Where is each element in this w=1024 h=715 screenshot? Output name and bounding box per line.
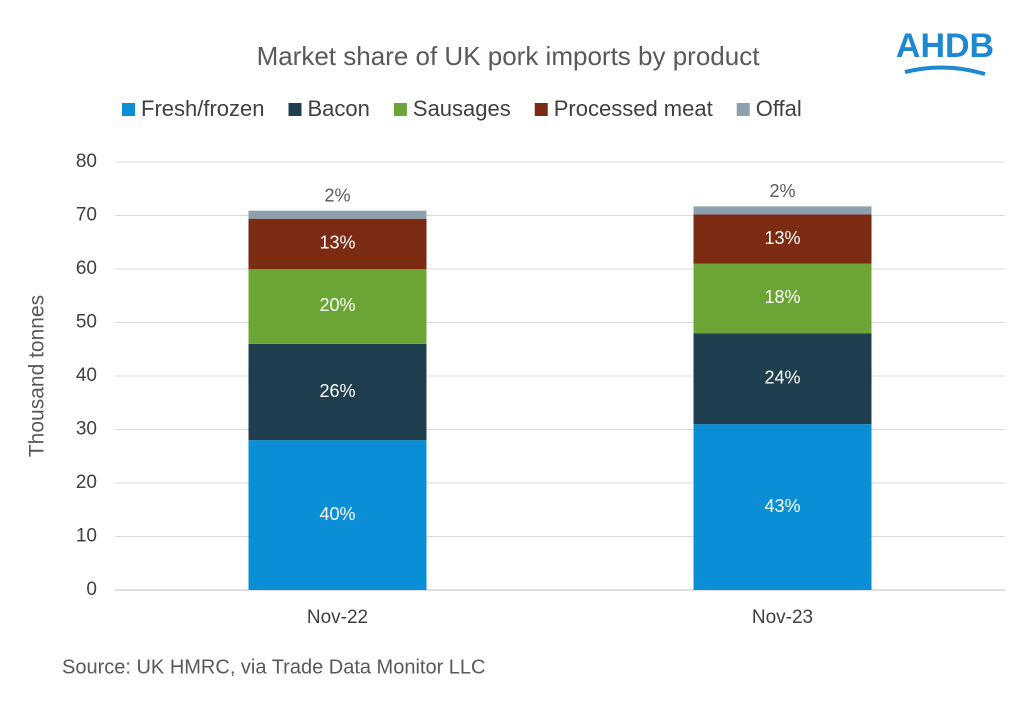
x-tick-label: Nov-22 xyxy=(307,607,368,628)
bar-segment xyxy=(248,210,427,219)
y-tick-label: 70 xyxy=(76,205,97,226)
legend-swatch xyxy=(534,103,548,116)
x-tick-label: Nov-23 xyxy=(752,607,813,628)
bar-segment xyxy=(248,269,427,344)
legend-label: Bacon xyxy=(308,96,370,121)
chart-title: Market share of UK pork imports by produ… xyxy=(257,41,761,71)
data-label: 24% xyxy=(764,367,800,387)
y-tick-label: 40 xyxy=(76,365,97,386)
y-tick-label: 80 xyxy=(76,151,97,172)
legend-swatch xyxy=(288,103,302,116)
legend-swatch xyxy=(122,103,135,116)
data-label: 40% xyxy=(319,504,355,524)
legend-swatch xyxy=(393,103,407,116)
y-axis-label: Thousand tonnes xyxy=(26,295,49,457)
data-label: 20% xyxy=(319,295,355,315)
data-label: 13% xyxy=(319,233,355,253)
bar-segment xyxy=(693,206,872,215)
legend-label: Processed meat xyxy=(554,96,713,121)
bar-segment xyxy=(693,333,872,425)
data-label: 2% xyxy=(324,185,350,205)
data-label: 26% xyxy=(319,381,355,401)
data-label: 13% xyxy=(764,228,800,248)
y-tick-label: 50 xyxy=(76,312,97,333)
data-label: 18% xyxy=(764,287,800,307)
legend-label: Sausages xyxy=(413,96,511,121)
legend-label: Fresh/frozen xyxy=(141,96,265,121)
y-tick-label: 0 xyxy=(86,579,97,600)
legend-label: Offal xyxy=(756,96,802,121)
y-tick-label: 30 xyxy=(76,419,97,440)
data-label: 2% xyxy=(769,181,795,201)
data-label: 43% xyxy=(764,496,800,516)
bar-segment xyxy=(248,440,427,590)
y-tick-label: 20 xyxy=(76,472,97,493)
bar-segment xyxy=(248,218,427,269)
logo-swoosh xyxy=(904,65,986,76)
legend-swatch xyxy=(736,103,750,116)
logo: AHDB xyxy=(896,27,994,65)
bar-segment xyxy=(248,343,427,441)
bar-segment xyxy=(693,424,872,590)
y-tick-label: 60 xyxy=(76,258,97,279)
bar-segment xyxy=(693,214,872,264)
y-tick-label: 10 xyxy=(76,526,97,547)
bar-segment xyxy=(693,263,872,334)
source: Source: UK HMRC, via Trade Data Monitor … xyxy=(62,656,486,678)
